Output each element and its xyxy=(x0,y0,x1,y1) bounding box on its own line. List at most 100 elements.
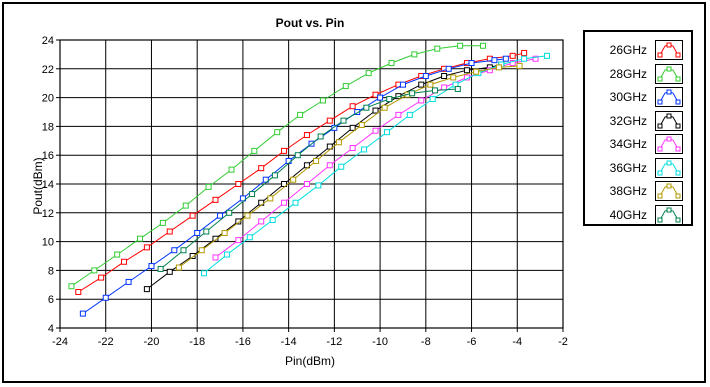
x-tick-label: -22 xyxy=(98,336,114,348)
data-point xyxy=(79,310,86,317)
x-tick-label: -4 xyxy=(512,336,522,348)
legend-item: 28GHz xyxy=(593,62,688,86)
series-line xyxy=(215,58,536,258)
y-tick-label: 14 xyxy=(42,179,54,191)
data-point xyxy=(315,182,322,189)
data-point xyxy=(335,139,342,146)
data-point xyxy=(203,228,210,235)
data-point xyxy=(331,124,338,131)
data-point xyxy=(386,96,393,103)
data-point xyxy=(212,196,219,203)
data-point xyxy=(418,97,425,104)
data-point xyxy=(441,73,448,79)
data-point xyxy=(281,147,288,154)
legend-item: 36GHz xyxy=(593,156,688,180)
legend-swatch xyxy=(655,181,683,201)
data-point xyxy=(91,267,98,274)
data-point xyxy=(427,81,434,88)
data-point xyxy=(269,217,276,223)
data-point xyxy=(171,247,178,254)
data-point xyxy=(372,107,379,114)
y-tick-label: 16 xyxy=(42,150,54,162)
data-point xyxy=(365,70,372,77)
data-point xyxy=(516,62,523,69)
data-point xyxy=(221,229,228,236)
data-point xyxy=(495,64,502,71)
data-point xyxy=(182,202,189,209)
x-tick-label: -8 xyxy=(421,336,431,348)
data-point xyxy=(340,117,347,124)
data-point xyxy=(363,104,370,111)
x-tick-label: -2 xyxy=(558,336,568,348)
data-point xyxy=(102,294,109,301)
data-point xyxy=(411,51,418,58)
data-point xyxy=(388,60,395,67)
data-point xyxy=(303,162,310,169)
data-point xyxy=(450,74,457,81)
data-point xyxy=(383,129,390,136)
data-point xyxy=(431,87,438,94)
data-point xyxy=(274,129,281,136)
data-point xyxy=(454,85,461,92)
data-point xyxy=(303,181,310,187)
data-point xyxy=(457,42,464,49)
data-point xyxy=(212,254,219,261)
data-point xyxy=(479,42,486,49)
data-point xyxy=(297,111,304,118)
data-point xyxy=(98,274,105,281)
data-point xyxy=(319,97,326,104)
legend-label: 38GHz xyxy=(609,184,647,198)
legend-swatch xyxy=(655,63,683,84)
data-point xyxy=(258,218,265,225)
legend-swatch xyxy=(655,204,683,225)
legend-item: 26GHz xyxy=(593,38,688,62)
data-point xyxy=(294,152,301,159)
data-point xyxy=(434,45,441,52)
data-point xyxy=(246,234,253,241)
legend-swatch xyxy=(655,87,683,107)
data-point xyxy=(409,90,416,97)
data-point xyxy=(543,52,550,59)
data-point xyxy=(326,143,333,150)
data-point xyxy=(212,235,219,242)
y-tick-label: 12 xyxy=(42,208,54,220)
data-point xyxy=(509,60,516,67)
data-point xyxy=(429,96,436,103)
legend-label: 32GHz xyxy=(609,113,647,128)
x-tick-label: -16 xyxy=(235,336,251,348)
data-point xyxy=(244,212,251,219)
data-point xyxy=(198,247,205,254)
data-point xyxy=(68,283,75,290)
legend-swatch xyxy=(655,157,683,178)
series-40GHz xyxy=(157,85,461,272)
series-38GHz xyxy=(175,62,523,271)
data-point xyxy=(313,157,320,164)
data-point xyxy=(418,81,425,88)
legend-item: 34GHz xyxy=(593,132,688,156)
data-point xyxy=(406,111,413,118)
data-point xyxy=(258,165,265,172)
data-point xyxy=(399,81,406,88)
x-tick-label: -6 xyxy=(467,336,477,348)
data-point xyxy=(521,49,528,56)
data-point xyxy=(166,268,173,275)
data-point xyxy=(262,176,269,183)
legend-label: 36GHz xyxy=(609,160,647,175)
data-point xyxy=(377,94,384,101)
data-point xyxy=(281,181,288,187)
y-tick-label: 22 xyxy=(42,64,54,76)
data-point xyxy=(509,52,516,59)
legend-label: 28GHz xyxy=(609,66,647,81)
data-point xyxy=(502,55,509,62)
data-point xyxy=(271,172,278,179)
data-point xyxy=(249,191,256,198)
data-point xyxy=(217,212,224,219)
legend-item: 40GHz xyxy=(593,203,688,227)
legend-label: 30GHz xyxy=(609,90,647,104)
chart-title: Pout vs. Pin xyxy=(276,16,345,30)
data-point xyxy=(175,264,182,271)
data-point xyxy=(228,166,235,173)
data-point xyxy=(235,237,242,244)
y-tick-label: 8 xyxy=(48,265,54,277)
data-point xyxy=(358,121,365,128)
